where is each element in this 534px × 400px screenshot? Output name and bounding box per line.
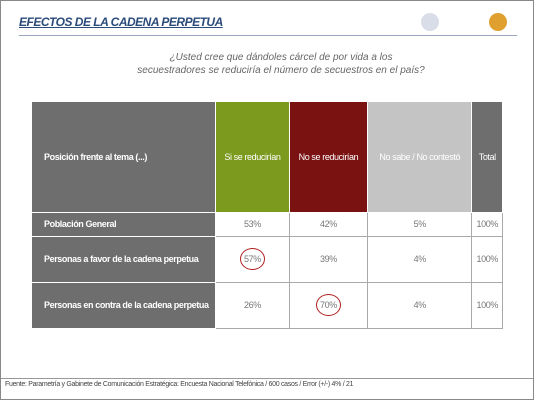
logo <box>489 13 507 31</box>
question-line: ¿Usted cree que dándoles cárcel de por v… <box>169 52 393 63</box>
title: EFECTOS DE LA CADENA PERPETUA <box>19 15 223 29</box>
cell: 4% <box>367 235 473 283</box>
cell: 26% <box>215 281 290 330</box>
cell: 53% <box>215 211 290 237</box>
cell: 42% <box>288 211 369 237</box>
header-cell: No sabe / No contestó <box>367 101 473 213</box>
table-row: Personas en contra de la cadena perpetua… <box>31 281 503 330</box>
cell: 4% <box>367 281 473 330</box>
cell: 57% <box>215 235 290 283</box>
question-line: secuestradores se reduciría el número de… <box>137 65 425 76</box>
header-cell: Total <box>471 101 503 213</box>
logo <box>421 13 439 31</box>
divider <box>19 35 517 36</box>
header-cell: Posición frente al tema (...) <box>31 101 216 213</box>
cell: 100% <box>471 235 503 283</box>
table-row: Personas a favor de la cadena perpetua 57… <box>31 235 503 283</box>
cell: 5% <box>367 211 473 237</box>
header-cell: No se reducirían <box>288 101 369 213</box>
results-table: Posición frente al tema (...) Si se redu… <box>31 101 503 330</box>
table-row: Población General 53% 42% 5% 100% <box>31 211 503 237</box>
footer-source: Fuente: Parametría y Gabinete de Comunic… <box>5 381 354 388</box>
header-cell: Si se reducirían <box>215 101 290 213</box>
cell: 100% <box>471 281 503 330</box>
footer-divider <box>1 378 533 379</box>
question: ¿Usted cree que dándoles cárcel de por v… <box>61 51 501 77</box>
highlight: 57% <box>240 248 265 271</box>
row-label: Personas a favor de la cadena perpetua <box>31 235 216 283</box>
cell: 39% <box>288 235 369 283</box>
header-row: Posición frente al tema (...) Si se redu… <box>31 101 503 213</box>
row-label: Población General <box>31 211 216 237</box>
cell: 100% <box>471 211 503 237</box>
cell: 70% <box>288 281 369 330</box>
highlight: 70% <box>316 294 341 317</box>
row-label: Personas en contra de la cadena perpetua <box>31 281 216 330</box>
